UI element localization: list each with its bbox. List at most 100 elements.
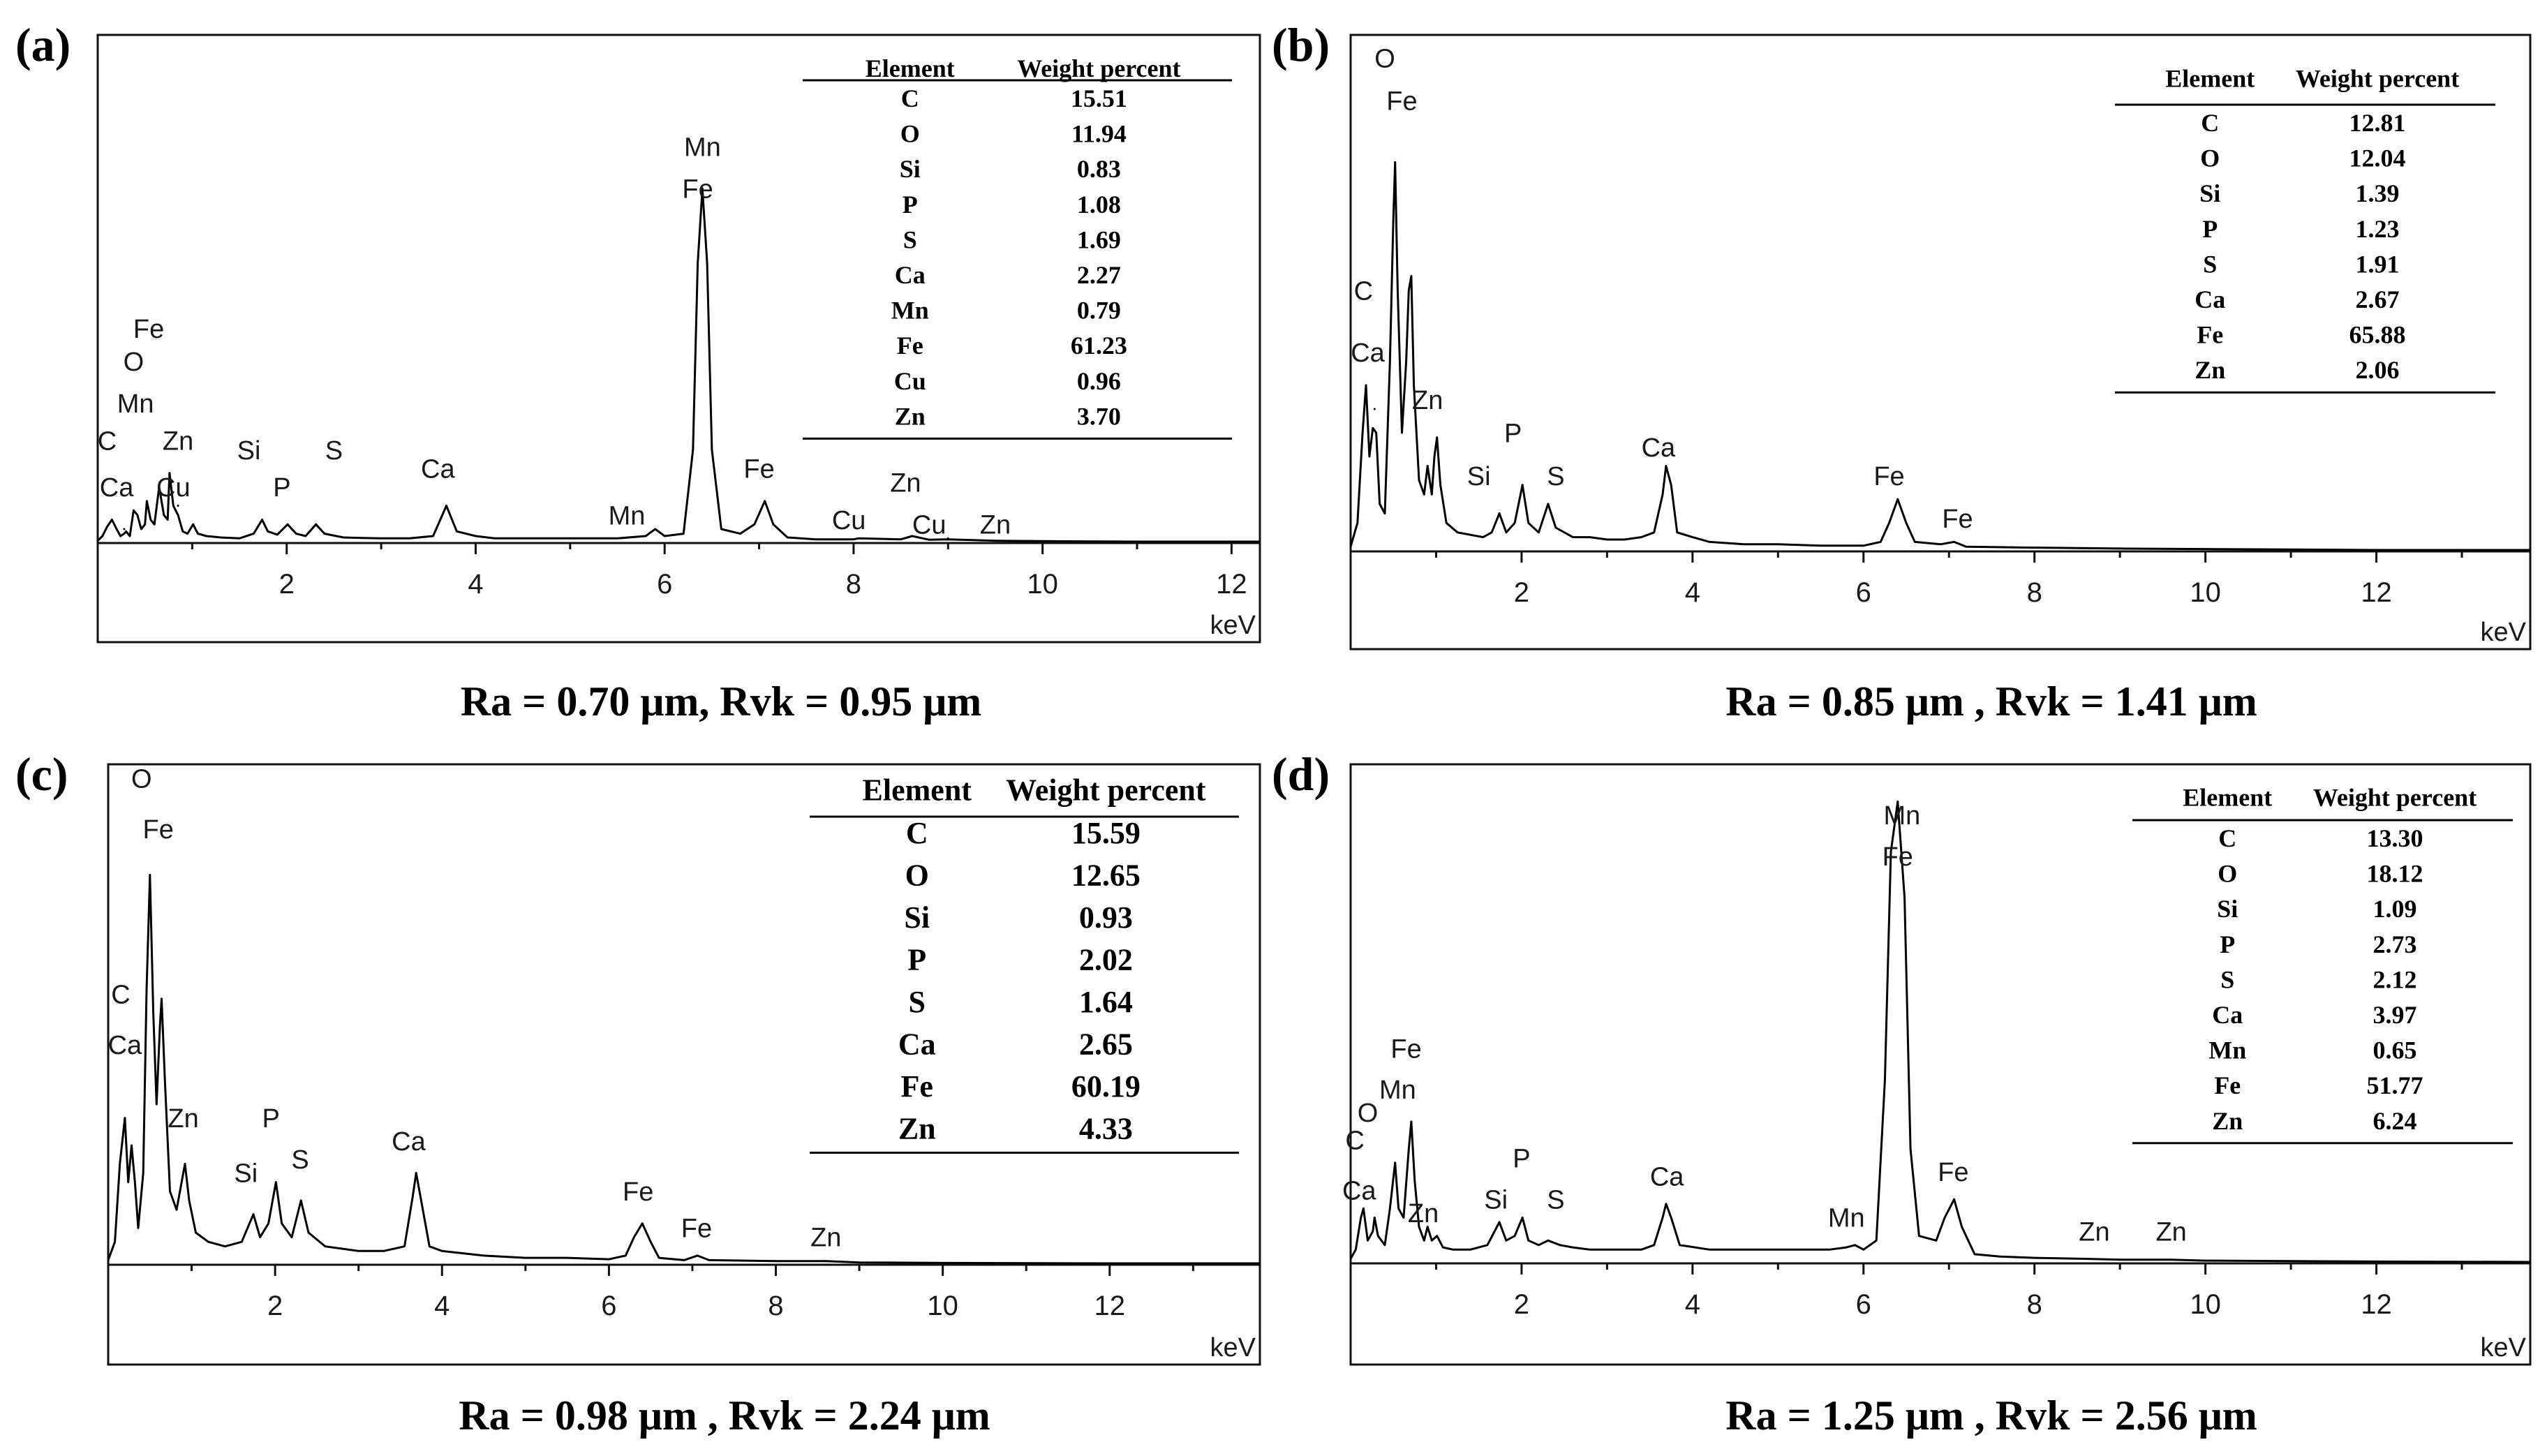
peak-label: Mn — [1828, 1204, 1865, 1233]
table-cell-element: O — [2200, 144, 2220, 172]
peak-point — [1896, 800, 1899, 803]
peak-point — [252, 1213, 255, 1216]
peak-point — [1436, 1235, 1439, 1238]
x-tick-label: 6 — [1856, 577, 1871, 608]
peak-point — [1498, 512, 1501, 515]
peak-point — [192, 523, 195, 526]
weight-table: Element Weight percent C 15.59 O 12.65 Si 0.93 P… — [810, 773, 1239, 1154]
x-tick-label: 10 — [927, 1291, 958, 1321]
table-cell-element: S — [909, 985, 926, 1019]
peak-label: Zn — [2079, 1217, 2109, 1247]
peak-label: Fe — [1883, 842, 1913, 872]
peak-label: O — [131, 765, 152, 794]
table-cell-weight: 60.19 — [1071, 1069, 1141, 1104]
peak-point — [764, 500, 766, 503]
x-tick-label: 2 — [1514, 1289, 1529, 1320]
x-tick-label: 6 — [657, 569, 672, 600]
table-cell-element: O — [905, 859, 929, 893]
table-cell-element: Ca — [898, 1027, 936, 1062]
table-header-weight: Weight percent — [1017, 54, 1180, 82]
table-cell-element: Zn — [2212, 1107, 2243, 1135]
peak-point — [445, 505, 447, 507]
peak-point — [299, 1199, 302, 1202]
peak-label: P — [1504, 419, 1522, 449]
peak-point — [1373, 1217, 1376, 1219]
x-tick-label: 6 — [601, 1291, 616, 1321]
peak-label: C — [1354, 277, 1373, 306]
peak-point — [1365, 384, 1367, 387]
table-cell-weight: 6.24 — [2373, 1107, 2417, 1135]
table-cell-weight: 1.39 — [2356, 179, 2400, 207]
peak-label: Mn — [117, 389, 154, 419]
x-axis-label: keV — [1210, 1333, 1256, 1362]
peak-point — [177, 505, 179, 507]
panel-label-d: (d) — [1272, 748, 1330, 801]
peak-label: Fe — [143, 815, 174, 845]
peak-point — [1410, 275, 1413, 278]
panel-label-c: (c) — [15, 748, 68, 801]
table-cell-weight: 2.12 — [2373, 965, 2417, 993]
peak-label: S — [325, 436, 343, 466]
peak-point — [1547, 1239, 1550, 1242]
peak-label: Mn — [609, 501, 646, 530]
peak-label: Zn — [890, 469, 921, 498]
peak-label: Ca — [108, 1031, 142, 1060]
table-cell-weight: 0.65 — [2373, 1037, 2417, 1064]
peak-point — [145, 500, 148, 503]
peak-label: Ca — [1351, 339, 1385, 368]
peak-point — [286, 523, 289, 526]
x-tick-label: 12 — [1094, 1291, 1126, 1321]
weight-table: Element Weight percent C 15.51 O 11.94 Si 0.83 P… — [803, 54, 1232, 440]
x-tick-label: 4 — [434, 1291, 450, 1321]
peak-label: O — [1374, 44, 1395, 73]
table-cell-weight: 18.12 — [2367, 860, 2423, 888]
table-header-weight: Weight percent — [2313, 783, 2477, 811]
peak-label: Mn — [1379, 1076, 1416, 1105]
table-cell-weight: 2.06 — [2356, 356, 2400, 384]
peak-point — [1665, 1203, 1668, 1205]
peak-label: Fe — [1386, 87, 1417, 117]
table-cell-element: Ca — [2195, 285, 2225, 313]
peak-label: P — [1513, 1144, 1530, 1173]
peak-label: Fe — [1873, 462, 1904, 491]
table-cell-element: Mn — [891, 297, 929, 325]
spectrum-line — [96, 187, 1260, 543]
peak-label: Zn — [1408, 1199, 1439, 1228]
peak-label: Zn — [163, 426, 193, 456]
table-cell-element: Fe — [897, 332, 923, 359]
table-cell-element: Fe — [2197, 321, 2223, 349]
table-cell-element: Si — [2199, 179, 2220, 207]
table-cell-weight: 2.27 — [1077, 261, 1121, 289]
peak-point — [123, 528, 126, 530]
peak-label: Mn — [1883, 801, 1920, 831]
table-cell-element: S — [903, 225, 917, 253]
peak-point — [161, 997, 163, 1000]
weight-table: Element Weight percent C 13.30 O 18.12 Si 1.09 P… — [2132, 783, 2513, 1145]
peak-point — [946, 537, 949, 540]
table-cell-element: S — [2220, 965, 2234, 993]
peak-label: P — [273, 473, 290, 503]
peak-point — [1953, 1198, 1956, 1201]
peak-point — [1394, 161, 1397, 163]
peak-label: Zn — [2155, 1217, 2186, 1247]
peak-label: S — [291, 1145, 309, 1175]
peak-label: Zn — [810, 1224, 841, 1253]
x-tick-label: 12 — [1216, 569, 1247, 600]
peak-point — [168, 472, 171, 475]
peak-label: Si — [237, 436, 261, 466]
table-cell-weight: 11.94 — [1071, 120, 1127, 148]
x-tick-label: 8 — [768, 1291, 783, 1321]
peak-point — [1953, 540, 1956, 543]
peak-point — [1547, 503, 1550, 505]
table-header-weight: Weight percent — [1006, 773, 1206, 807]
peak-label: Si — [234, 1159, 258, 1189]
x-tick-label: 12 — [2361, 577, 2392, 608]
table-cell-weight: 2.65 — [1079, 1027, 1133, 1062]
peak-label: Fe — [743, 454, 774, 484]
table-cell-weight: 0.93 — [1079, 900, 1133, 935]
table-cell-element: O — [2218, 860, 2237, 888]
table-cell-element: S — [2203, 250, 2217, 278]
peak-point — [261, 519, 264, 521]
peak-point — [1426, 1226, 1429, 1228]
